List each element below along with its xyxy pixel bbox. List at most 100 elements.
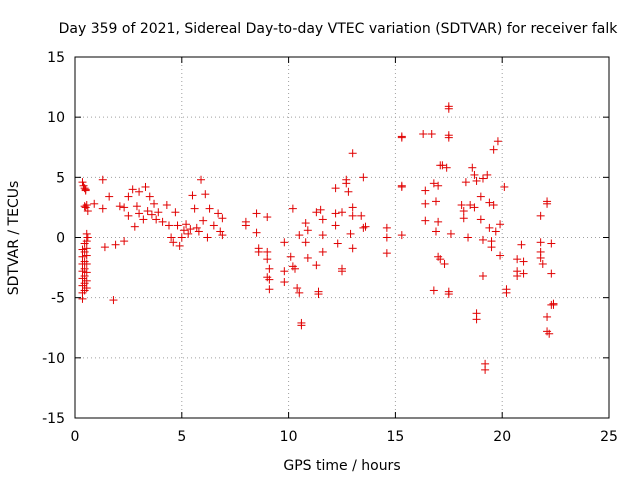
data-point	[446, 229, 455, 238]
data-point	[80, 247, 89, 256]
data-point	[218, 231, 227, 240]
data-point	[120, 237, 129, 246]
data-point	[78, 178, 87, 187]
data-point	[81, 185, 90, 194]
x-tick-label: 15	[386, 429, 404, 445]
data-point	[143, 207, 152, 216]
data-points	[78, 102, 558, 374]
data-point	[361, 222, 370, 231]
data-point	[80, 272, 89, 281]
data-point	[82, 268, 91, 277]
data-point	[496, 220, 505, 229]
data-point	[164, 221, 173, 230]
data-point	[150, 199, 159, 208]
data-point	[421, 199, 430, 208]
data-point	[519, 257, 528, 266]
data-point	[489, 201, 498, 210]
data-point	[124, 211, 133, 220]
data-point	[536, 211, 545, 220]
data-point	[162, 201, 171, 210]
data-point	[444, 104, 453, 113]
data-point	[216, 227, 225, 236]
data-point	[382, 233, 391, 242]
data-point	[346, 229, 355, 238]
data-point	[132, 202, 141, 211]
data-point	[209, 221, 218, 230]
data-point	[338, 208, 346, 217]
data-point	[481, 365, 490, 374]
data-point	[459, 207, 468, 216]
data-point	[440, 259, 449, 268]
data-point	[547, 269, 556, 278]
data-point	[545, 329, 554, 338]
data-point	[536, 238, 545, 247]
data-point	[547, 239, 556, 248]
data-point	[214, 209, 223, 218]
data-point	[78, 252, 87, 261]
data-point	[491, 227, 500, 236]
x-tick-label: 5	[177, 429, 186, 445]
data-point	[338, 267, 346, 276]
data-point	[280, 267, 289, 276]
data-point	[331, 184, 340, 193]
data-point	[190, 204, 199, 213]
data-point	[436, 255, 445, 264]
data-point	[434, 217, 443, 226]
data-point	[318, 215, 327, 224]
data-point	[171, 208, 180, 217]
data-point	[485, 198, 494, 207]
data-point	[80, 202, 89, 211]
data-point	[254, 247, 263, 256]
data-point	[297, 321, 306, 330]
data-point	[303, 226, 312, 235]
data-point	[312, 208, 321, 217]
data-point	[348, 211, 357, 220]
data-point	[124, 192, 133, 201]
data-point	[312, 261, 321, 270]
data-point	[421, 216, 430, 225]
data-point	[100, 243, 109, 252]
y-tick-label: 5	[56, 170, 65, 186]
data-point	[82, 284, 91, 293]
data-point	[199, 216, 208, 225]
data-point	[120, 203, 129, 212]
x-tick-label: 20	[493, 429, 511, 445]
data-point	[263, 255, 272, 264]
grid	[75, 57, 609, 418]
data-point	[536, 253, 545, 262]
data-point	[286, 252, 295, 261]
data-point	[205, 204, 214, 213]
data-point	[493, 137, 502, 146]
data-point	[152, 215, 161, 224]
data-point	[203, 233, 212, 242]
data-point	[78, 294, 87, 303]
data-point	[442, 163, 451, 172]
data-point	[288, 204, 297, 213]
data-point	[431, 197, 440, 206]
data-point	[179, 226, 188, 235]
data-point	[421, 186, 430, 195]
data-point	[444, 133, 453, 142]
y-tick-label: -15	[42, 411, 65, 427]
data-point	[382, 223, 391, 232]
data-point	[154, 208, 163, 217]
data-point	[82, 259, 91, 268]
data-point	[90, 199, 99, 208]
data-point	[182, 220, 191, 229]
data-point	[434, 181, 443, 190]
data-point	[167, 233, 176, 242]
data-point	[177, 233, 186, 242]
y-tick-label: 15	[47, 50, 65, 66]
data-point	[478, 235, 487, 244]
data-point	[295, 288, 304, 297]
chart-title: Day 359 of 2021, Sidereal Day-to-day VTE…	[59, 21, 619, 37]
data-point	[280, 278, 289, 287]
data-point	[487, 243, 496, 252]
data-point	[438, 161, 447, 170]
data-point	[429, 179, 438, 188]
data-point	[359, 223, 368, 232]
x-axis-label: GPS time / hours	[283, 458, 400, 474]
data-point	[489, 145, 498, 154]
x-tick-label: 0	[71, 429, 80, 445]
